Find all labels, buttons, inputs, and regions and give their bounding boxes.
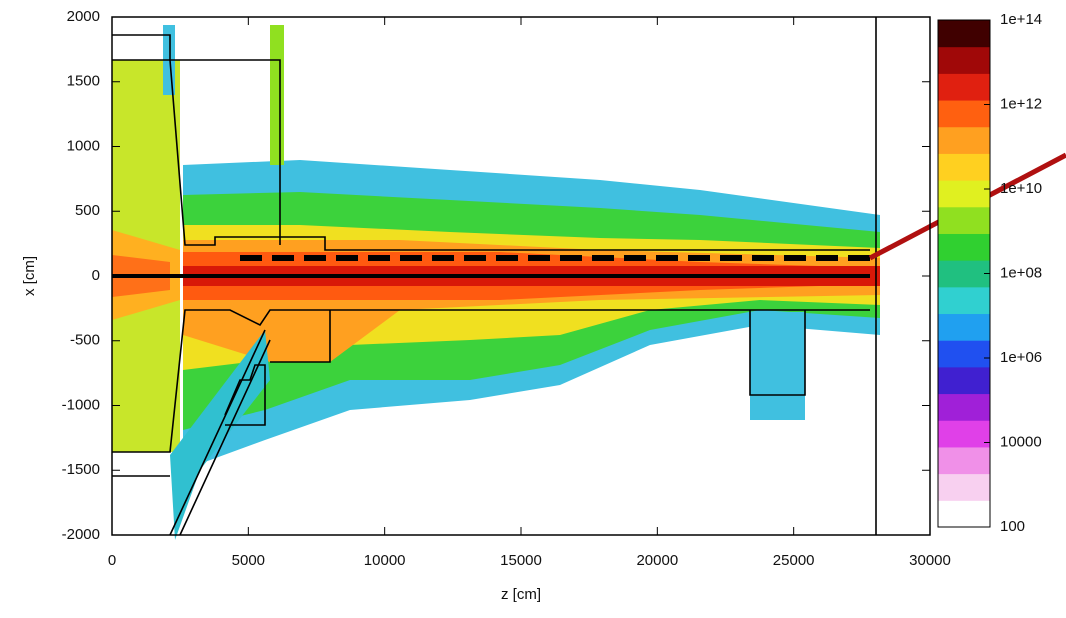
colorbar-swatch (938, 46, 990, 74)
colorbar-swatch (938, 153, 990, 181)
colorbar-swatch (938, 500, 990, 528)
colorbar-swatch (938, 366, 990, 395)
colorbar-swatch (938, 100, 990, 128)
y-tick-label: 500 (75, 202, 100, 219)
x-tick-label: 10000 (364, 552, 406, 569)
y-tick-label: -500 (70, 332, 100, 349)
colorbar-swatch (938, 420, 990, 448)
colorbar-swatch (938, 73, 990, 101)
colorbar-tick-label: 1e+08 (1000, 264, 1042, 281)
colorbar-swatch (938, 233, 990, 261)
x-tick-label: 0 (108, 552, 116, 569)
x-tick-label: 15000 (500, 552, 542, 569)
x-tick-label: 25000 (773, 552, 815, 569)
y-tick-label: 0 (92, 267, 100, 284)
geometry-outlines (112, 17, 877, 536)
heatmap-image (112, 25, 880, 540)
colorbar-swatch (938, 20, 990, 48)
colorbar-swatch (938, 126, 990, 154)
x-tick-label: 5000 (232, 552, 265, 569)
colorbar-tick-label: 100 (1000, 518, 1025, 535)
colorbar-swatch (938, 180, 990, 208)
y-tick-label: 1500 (67, 73, 100, 90)
colorbar-swatch (938, 340, 990, 368)
colorbar-swatch (938, 473, 990, 501)
y-axis-label: x [cm] (21, 256, 38, 296)
colorbar-swatch (938, 313, 990, 341)
colorbar-tick-label: 1e+12 (1000, 95, 1042, 112)
colorbar-swatch (938, 206, 990, 234)
colorbar-tick-label: 1e+10 (1000, 180, 1042, 197)
colorbar-swatch (938, 446, 990, 475)
colorbar-swatch (938, 260, 990, 288)
colorbar-tick-label: 1e+14 (1000, 11, 1042, 28)
colorbar-swatch (938, 286, 990, 315)
y-tick-label: 1000 (67, 137, 100, 154)
y-tick-label: 2000 (67, 8, 100, 25)
y-tick-label: -1000 (62, 396, 100, 413)
y-tick-label: -1500 (62, 461, 100, 478)
y-tick-label: -2000 (62, 526, 100, 543)
x-tick-label: 30000 (909, 552, 951, 569)
colorbar-swatch (938, 393, 990, 421)
x-axis-label: z [cm] (501, 586, 541, 603)
x-tick-label: 20000 (636, 552, 678, 569)
colorbar-tick-label: 1e+06 (1000, 349, 1042, 366)
colorbar-tick-label: 10000 (1000, 433, 1042, 450)
